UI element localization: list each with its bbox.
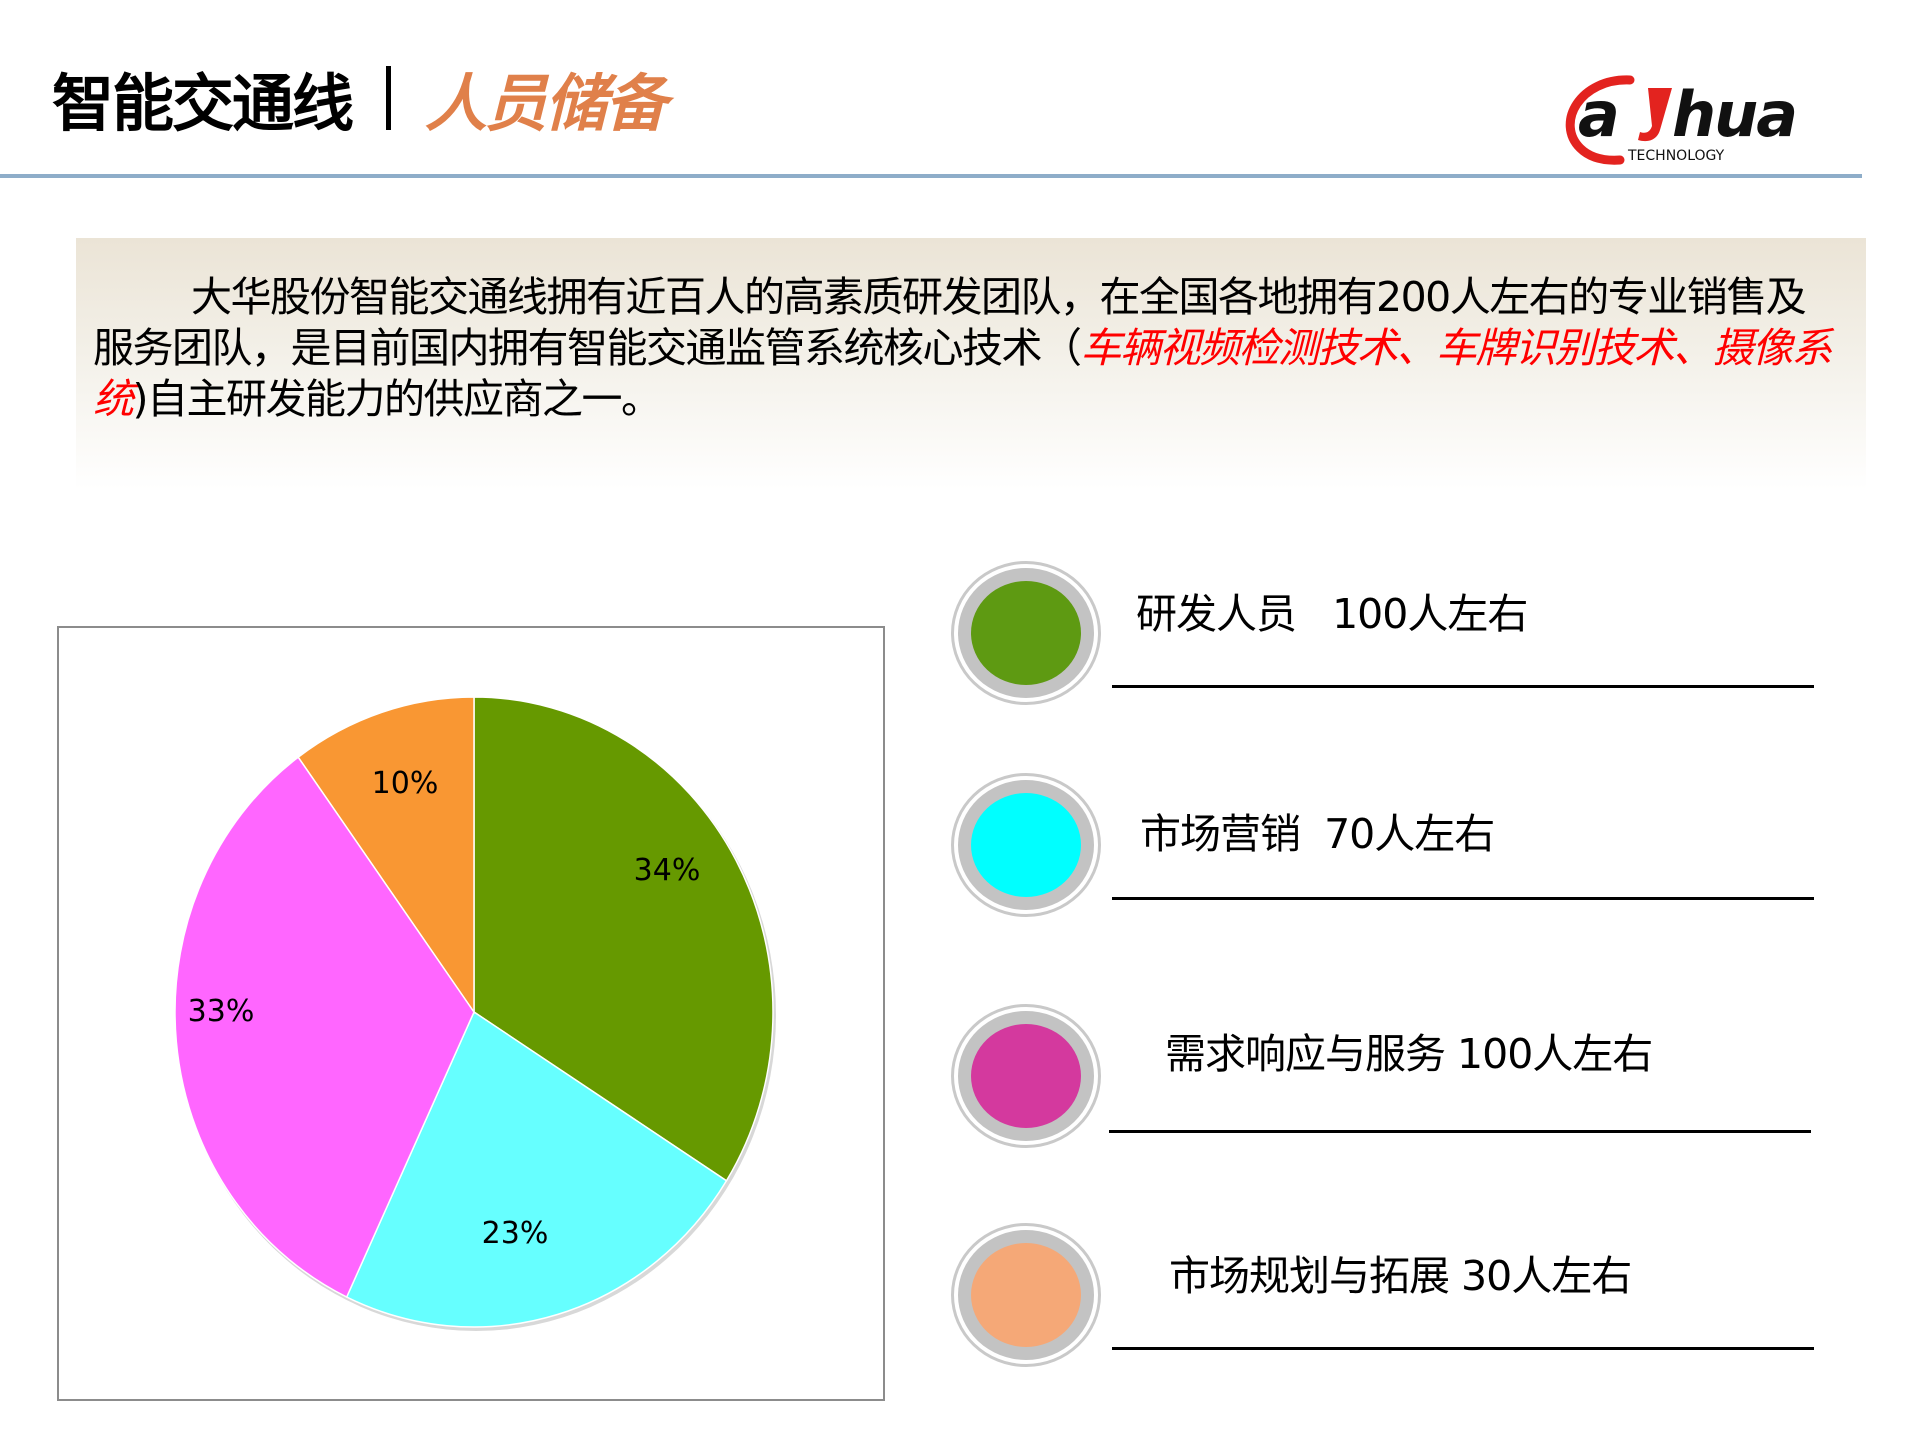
pie-chart-svg: 34% 23% 33% 10% [174, 696, 776, 1331]
legend-label: 市场规划与拓展 30人左右 [1169, 1252, 1632, 1300]
legend-label: 市场营销 70人左右 [1140, 810, 1495, 858]
legend-color-swatch [971, 793, 1081, 897]
legend-label: 研发人员 100人左右 [1136, 590, 1528, 638]
legend-underline [1112, 685, 1814, 688]
legend-bullet-icon [951, 773, 1101, 917]
legend-item-marketing: 市场营销 70人左右 [951, 773, 1831, 923]
legend-bullet-icon [951, 1004, 1101, 1148]
title-separator [386, 66, 392, 130]
legend-color-swatch [971, 581, 1081, 685]
pie-slice [345, 1010, 728, 1328]
title-sub: 人员储备 [425, 67, 667, 140]
legend-underline [1109, 1130, 1811, 1133]
intro-paragraph: 大华股份智能交通线拥有近百人的高素质研发团队，在全国各地拥有200人左右的专业销… [93, 272, 1838, 425]
svg-text:a: a [1578, 78, 1620, 151]
legend-bullet-icon [951, 1223, 1101, 1367]
pie-data-label: 33% [188, 994, 255, 1029]
intro-text-part2: )自主研发能力的供应商之一。 [132, 375, 663, 423]
pie-data-label: 10% [372, 766, 439, 801]
svg-text:hua: hua [1672, 78, 1796, 151]
legend-item-rd: 研发人员 100人左右 [951, 561, 1831, 711]
slide-title: 智能交通线 人员储备 [52, 60, 667, 140]
intro-text-part1: 大华股份智能交通线拥有近百人的高素质研发团队，在全国各地拥有200人左右的专业销… [93, 273, 1807, 372]
pie-data-label: 23% [482, 1216, 549, 1251]
dahua-logo: a hua TECHNOLOGY [1560, 68, 1860, 168]
legend-item-planning: 市场规划与拓展 30人左右 [951, 1223, 1831, 1373]
legend-label: 需求响应与服务 100人左右 [1165, 1030, 1653, 1078]
pie-slice [297, 696, 475, 1015]
title-main: 智能交通线 [52, 67, 354, 140]
intro-highlight: 车辆视频检测技术、车牌识别技术、摄像系统 [93, 324, 1833, 423]
legend-color-swatch [971, 1024, 1081, 1128]
legend-bullet-icon [951, 561, 1101, 705]
legend-item-service: 需求响应与服务 100人左右 [951, 1004, 1831, 1154]
svg-text:TECHNOLOGY: TECHNOLOGY [1627, 148, 1725, 164]
pie-slice [473, 696, 774, 1182]
pie-chart: 34% 23% 33% 10% [57, 626, 885, 1401]
legend-underline [1112, 1347, 1814, 1350]
header-divider [0, 174, 1862, 178]
pie-slice [174, 756, 475, 1299]
intro-panel: 大华股份智能交通线拥有近百人的高素质研发团队，在全国各地拥有200人左右的专业销… [76, 238, 1866, 490]
pie-data-label: 34% [634, 853, 701, 888]
legend-color-swatch [971, 1243, 1081, 1347]
legend-underline [1112, 897, 1814, 900]
dahua-logo-icon: a hua TECHNOLOGY [1565, 75, 1798, 165]
